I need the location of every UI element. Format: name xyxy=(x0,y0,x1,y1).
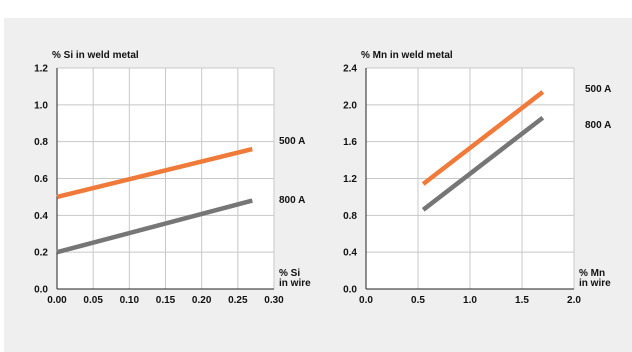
x-tick-label: 1.0 xyxy=(463,295,477,306)
y-axis-title: % Si in weld metal xyxy=(52,50,139,61)
series-line-500a xyxy=(421,90,545,186)
x-tick-label: 0.5 xyxy=(411,295,425,306)
y-tick-label: 1.6 xyxy=(343,137,357,148)
x-axis-title: % Mn xyxy=(579,268,605,279)
x-tick-label: 2.0 xyxy=(567,295,581,306)
y-tick-label: 1.2 xyxy=(34,64,48,75)
y-tick-label: 0.6 xyxy=(34,174,48,185)
y-tick-label: 0.2 xyxy=(34,248,48,259)
y-axis-title: % Mn in weld metal xyxy=(361,50,453,61)
series-label: 800 A xyxy=(585,120,611,131)
y-tick-label: 0.4 xyxy=(34,211,48,222)
y-tick-label: 0.0 xyxy=(343,285,357,296)
x-tick-label: 0.05 xyxy=(83,295,103,306)
x-tick-label: 0.0 xyxy=(359,295,373,306)
series-line-500a xyxy=(56,146,253,200)
series-label: 800 A xyxy=(279,195,305,206)
x-tick-label: 1.5 xyxy=(515,295,529,306)
chart-2: 0.0 0.5 1.0 1.5 2.0 0.0 0.4 0.8 1.2 1.6 2.0 2.4 % Mn… xyxy=(343,50,611,306)
x-tick-label: 0.30 xyxy=(264,295,284,306)
chart-1: 0.00 0.05 0.10 0.15 0.20 0.25 0.30 0.0 0.2 0.4 0.6… xyxy=(34,50,311,306)
series-line-800a xyxy=(56,198,253,255)
x-tick-label: 0.10 xyxy=(120,295,140,306)
y-tick-label: 2.0 xyxy=(343,100,357,111)
x-tick-label: 0.25 xyxy=(228,295,248,306)
y-tick-label: 0.8 xyxy=(34,137,48,148)
x-axis-title: in wire xyxy=(279,278,311,289)
y-tick-label: 2.4 xyxy=(343,64,357,75)
x-tick-label: 0.00 xyxy=(47,295,67,306)
x-tick-label: 0.20 xyxy=(192,295,212,306)
x-tick-label: 0.15 xyxy=(156,295,176,306)
y-tick-label: 1.2 xyxy=(343,174,357,185)
x-axis-title: % Si xyxy=(279,268,300,279)
y-tick-label: 0.4 xyxy=(343,248,357,259)
series-label: 500 A xyxy=(585,84,611,95)
series-label: 500 A xyxy=(279,136,305,147)
y-tick-label: 0.0 xyxy=(34,285,48,296)
y-tick-label: 0.8 xyxy=(343,211,357,222)
x-axis-title: in wire xyxy=(579,278,611,289)
series-line-800a xyxy=(421,115,545,212)
y-tick-label: 1.0 xyxy=(34,100,48,111)
